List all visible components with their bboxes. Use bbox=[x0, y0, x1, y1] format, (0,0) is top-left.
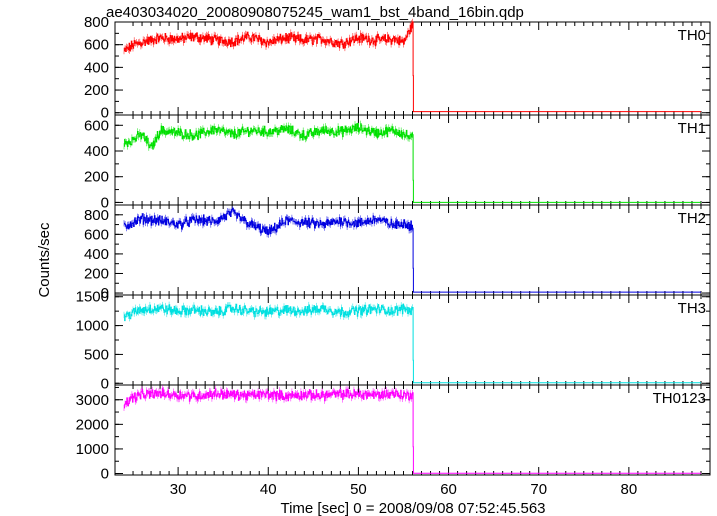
panel-th0: 0 200 400 600 800 TH0 bbox=[84, 14, 711, 122]
y-tick-label: 200 bbox=[84, 169, 109, 186]
y-tick-label: 0 bbox=[101, 194, 109, 211]
panel-label: TH1 bbox=[678, 120, 706, 137]
x-tick-label: 50 bbox=[350, 481, 367, 498]
series-line-th1 bbox=[124, 122, 701, 203]
series-line-th3 bbox=[124, 303, 701, 384]
chart-title: ae403034020_20080908075245_wam1_bst_4ban… bbox=[106, 4, 524, 21]
x-tick-label: 40 bbox=[260, 481, 277, 498]
x-tick-label: 70 bbox=[530, 481, 547, 498]
y-tick-label: 2000 bbox=[76, 416, 109, 433]
y-tick-label: 0 bbox=[101, 285, 109, 302]
y-tick-label: 0 bbox=[101, 375, 109, 392]
y-tick-label: 400 bbox=[84, 59, 109, 76]
x-axis-title: Time [sec] 0 = 2008/09/08 07:52:45.563 bbox=[280, 500, 545, 516]
panel-label: TH0 bbox=[678, 27, 706, 44]
panel-label: TH2 bbox=[678, 210, 706, 227]
x-tick-label: 60 bbox=[440, 481, 457, 498]
y-tick-label: 500 bbox=[84, 346, 109, 363]
x-tick-label: 30 bbox=[170, 481, 187, 498]
y-tick-label: 1000 bbox=[76, 318, 109, 335]
panel-th1: 0 200 400 600 TH1 bbox=[84, 114, 711, 211]
panels-group: 0 200 400 600 800 TH0 0 200 400 600 TH1 0 200 400 600 8… bbox=[76, 14, 711, 483]
panel-th3: 0 500 1000 1500 TH3 bbox=[76, 289, 711, 392]
y-axis-title: Counts/sec bbox=[36, 222, 53, 298]
panel-th2: 0 200 400 600 800 TH2 bbox=[84, 204, 711, 302]
x-axis-tick-labels: 30 40 50 60 70 80 bbox=[170, 481, 637, 498]
y-tick-label: 0 bbox=[101, 466, 109, 483]
series-line-th0123 bbox=[124, 387, 701, 474]
y-tick-label: 200 bbox=[84, 265, 109, 282]
y-tick-label: 1500 bbox=[76, 289, 109, 306]
panel-th0123: 0 1000 2000 3000 TH0123 bbox=[76, 384, 711, 483]
y-tick-label: 600 bbox=[84, 226, 109, 243]
series-line-th0 bbox=[124, 21, 701, 113]
y-tick-label: 1000 bbox=[76, 441, 109, 458]
y-tick-label: 400 bbox=[84, 143, 109, 160]
y-tick-label: 200 bbox=[84, 82, 109, 99]
panel-label: TH0123 bbox=[653, 390, 706, 407]
y-tick-label: 800 bbox=[84, 207, 109, 224]
panel-label: TH3 bbox=[678, 300, 706, 317]
series-line-th2 bbox=[124, 207, 701, 293]
y-tick-label: 600 bbox=[84, 117, 109, 134]
y-tick-label: 600 bbox=[84, 37, 109, 54]
y-tick-label: 400 bbox=[84, 246, 109, 263]
x-tick-label: 80 bbox=[621, 481, 638, 498]
y-tick-label: 0 bbox=[101, 105, 109, 122]
panel-frame bbox=[114, 21, 711, 116]
y-tick-label: 800 bbox=[84, 14, 109, 31]
y-tick-label: 3000 bbox=[76, 392, 109, 409]
